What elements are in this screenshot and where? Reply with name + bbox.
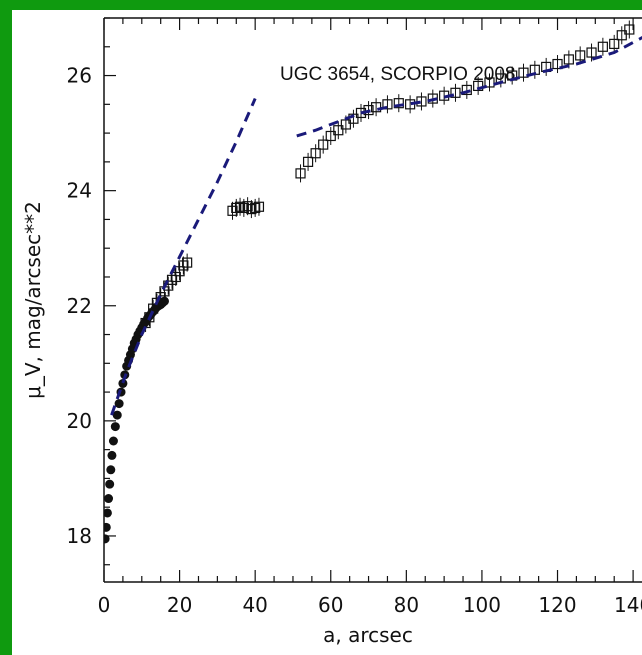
- data-point-open: [616, 30, 627, 41]
- data-point-open: [586, 47, 597, 58]
- y-tick-label: 26: [67, 64, 92, 88]
- data-point-open: [174, 266, 185, 277]
- fit-line-3: [296, 36, 642, 138]
- data-point-open: [253, 201, 265, 212]
- data-point-open: [518, 67, 529, 78]
- data-point-open: [166, 274, 178, 285]
- y-tick-label: 20: [67, 409, 92, 433]
- data-point-open: [178, 260, 189, 271]
- data-point-filled: [110, 422, 120, 432]
- data-point-open: [250, 202, 261, 214]
- chart-svg: 0 20 40 60 80 100 120 140 18 20 22 24 26 a, arcsec μ_V…: [21, 17, 642, 647]
- data-point-open: [231, 202, 242, 214]
- data-point-open: [552, 58, 563, 70]
- x-axis-title: a, arcsec: [323, 623, 413, 647]
- data-point-open: [151, 297, 163, 308]
- data-point-filled: [106, 465, 116, 475]
- x-tick-label: 40: [242, 593, 267, 617]
- y-tick-label: 24: [67, 179, 92, 203]
- data-point-filled: [104, 508, 112, 518]
- data-point-open: [624, 24, 635, 35]
- data-point-open: [597, 41, 608, 52]
- data-point-open: [246, 203, 257, 215]
- data-point-open: [484, 77, 495, 88]
- data-point-filled: [114, 399, 124, 409]
- plot-title: UGC 3654, SCORPIO 2008: [280, 64, 516, 85]
- plot-area: [104, 20, 642, 544]
- data-point-open: [461, 84, 472, 96]
- data-point-open: [382, 99, 393, 110]
- data-point-open: [563, 54, 574, 65]
- data-point-filled: [112, 410, 122, 420]
- chart-frame: 0 20 40 60 80 100 120 140 18 20 22 24 26 a, arcsec μ_V…: [12, 10, 642, 655]
- data-point-filled: [118, 378, 128, 388]
- x-tick-label: 140: [614, 593, 642, 617]
- data-point-open: [234, 201, 246, 212]
- data-point-open: [318, 139, 329, 150]
- x-tick-label: 0: [98, 593, 111, 617]
- data-point-open: [242, 201, 253, 212]
- x-tick-label: 100: [463, 593, 501, 617]
- data-point-open: [170, 271, 181, 283]
- fit-line-2: [110, 97, 257, 416]
- data-point-open: [393, 98, 404, 109]
- data-point-open: [310, 148, 321, 159]
- data-point-filled: [108, 436, 118, 446]
- y-tick-label: 18: [67, 524, 92, 548]
- data-point-open: [182, 257, 193, 268]
- x-tick-label: 120: [538, 593, 576, 617]
- y-axis-title: μ_V, mag/arcsec**2: [21, 201, 45, 399]
- x-tick-label: 60: [318, 593, 343, 617]
- data-point-open: [575, 50, 586, 61]
- x-tick-label: 80: [394, 593, 419, 617]
- y-tick-label: 22: [67, 294, 92, 318]
- data-point-filled: [104, 494, 114, 504]
- data-point-open: [363, 104, 374, 116]
- data-point-open: [609, 38, 620, 49]
- x-tick-label: 20: [167, 593, 192, 617]
- data-point-filled: [104, 522, 111, 532]
- data-point-filled: [107, 450, 117, 460]
- data-point-open: [155, 292, 166, 303]
- data-point-filled: [105, 479, 115, 489]
- data-point-open: [333, 125, 344, 136]
- data-point-filled: [104, 534, 110, 544]
- data-point-open: [302, 156, 314, 167]
- data-point-open: [238, 202, 249, 214]
- data-point-open: [450, 87, 461, 98]
- data-point-open: [295, 168, 306, 179]
- data-point-open: [325, 130, 336, 142]
